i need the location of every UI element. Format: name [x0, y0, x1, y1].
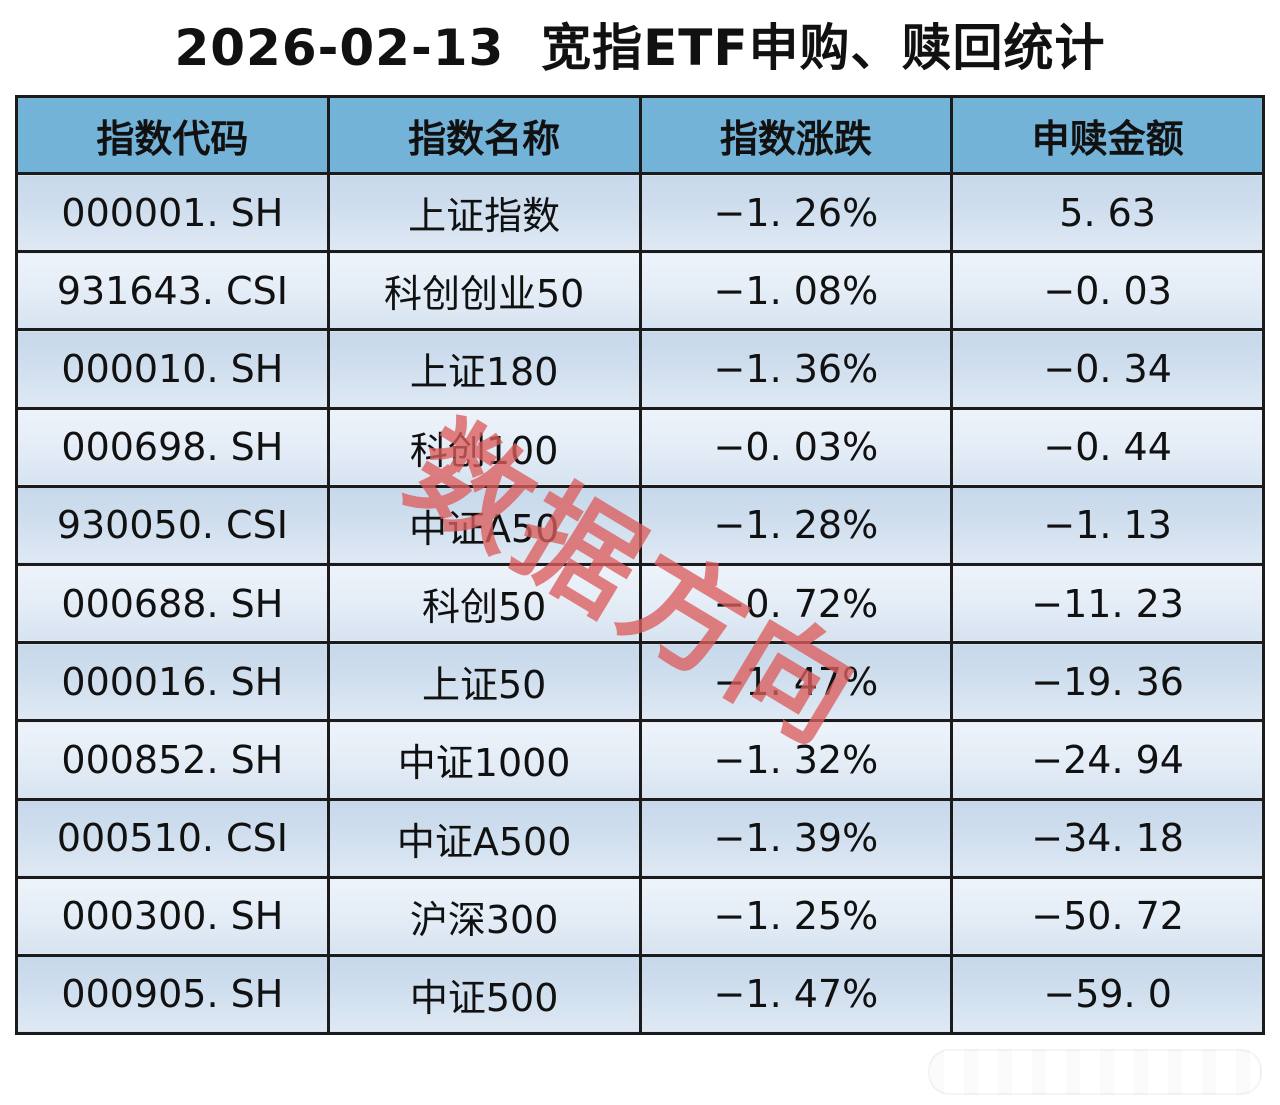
cell-index-change: −1. 26% [638, 171, 954, 254]
cell-index-name: 科创50 [326, 562, 642, 645]
table-row: 000001. SH 上证指数 −1. 26% 5. 63 [15, 171, 1265, 254]
cell-index-name: 科创创业50 [326, 250, 642, 332]
cell-amount: −19. 36 [950, 641, 1265, 723]
cell-index-change: −1. 25% [638, 875, 954, 957]
cell-index-code: 000010. SH [15, 328, 330, 410]
header-index-code: 指数代码 [15, 95, 330, 175]
table-row: 000300. SH 沪深300 −1. 25% −50. 72 [15, 875, 1265, 957]
cell-index-change: −1. 47% [638, 953, 954, 1036]
table-body: 000001. SH 上证指数 −1. 26% 5. 63 931643. CS… [15, 171, 1265, 1036]
table-row: 000510. CSI 中证A500 −1. 39% −34. 18 [15, 797, 1265, 879]
cell-amount: −59. 0 [950, 953, 1265, 1036]
table-row: 000852. SH 中证1000 −1. 32% −24. 94 [15, 719, 1265, 801]
cell-index-code: 000688. SH [15, 562, 330, 645]
table-row: 000698. SH 科创100 −0. 03% −0. 44 [15, 406, 1265, 488]
cell-index-change: −0. 03% [638, 406, 954, 488]
table-row: 000016. SH 上证50 −1. 47% −19. 36 [15, 641, 1265, 723]
cell-index-change: −1. 39% [638, 797, 954, 879]
table-row: 931643. CSI 科创创业50 −1. 08% −0. 03 [15, 250, 1265, 332]
cell-index-name: 中证500 [326, 953, 642, 1036]
cell-index-change: −1. 47% [638, 641, 954, 723]
header-amount: 申赎金额 [950, 95, 1265, 175]
header-index-change: 指数涨跌 [638, 95, 954, 175]
cell-amount: 5. 63 [950, 171, 1265, 254]
cell-amount: −24. 94 [950, 719, 1265, 801]
table-row: 000688. SH 科创50 −0. 72% −11. 23 [15, 562, 1265, 645]
etf-subscription-table: 指数代码 指数名称 指数涨跌 申赎金额 000001. SH 上证指数 −1. … [15, 95, 1265, 1036]
cell-amount: −34. 18 [950, 797, 1265, 879]
cell-index-code: 000016. SH [15, 641, 330, 723]
page-title: 2026-02-13 宽指ETF申购、赎回统计 [174, 19, 1106, 77]
cell-index-code: 000300. SH [15, 875, 330, 957]
cell-index-code: 000698. SH [15, 406, 330, 488]
cell-index-code: 000905. SH [15, 953, 330, 1036]
header-index-name: 指数名称 [326, 95, 642, 175]
cell-index-name: 上证50 [326, 641, 642, 723]
cell-index-name: 中证A50 [326, 484, 642, 566]
cell-amount: −0. 03 [950, 250, 1265, 332]
cell-index-change: −0. 72% [638, 562, 954, 645]
cell-index-code: 930050. CSI [15, 484, 330, 566]
cell-index-name: 上证指数 [326, 171, 642, 254]
cell-amount: −0. 34 [950, 328, 1265, 410]
cell-index-name: 沪深300 [326, 875, 642, 957]
cell-index-name: 中证1000 [326, 719, 642, 801]
cell-amount: −11. 23 [950, 562, 1265, 645]
table-header: 指数代码 指数名称 指数涨跌 申赎金额 [15, 95, 1265, 175]
table-row: 930050. CSI 中证A50 −1. 28% −1. 13 [15, 484, 1265, 566]
cell-amount: −50. 72 [950, 875, 1265, 957]
cell-index-name: 中证A500 [326, 797, 642, 879]
cell-index-name: 科创100 [326, 406, 642, 488]
header-row: 指数代码 指数名称 指数涨跌 申赎金额 [15, 95, 1265, 175]
cell-amount: −1. 13 [950, 484, 1265, 566]
cell-index-change: −1. 08% [638, 250, 954, 332]
table-row: 000010. SH 上证180 −1. 36% −0. 34 [15, 328, 1265, 410]
cell-index-code: 000852. SH [15, 719, 330, 801]
cell-index-code: 931643. CSI [15, 250, 330, 332]
cell-index-change: −1. 28% [638, 484, 954, 566]
cell-index-change: −1. 32% [638, 719, 954, 801]
cell-index-change: −1. 36% [638, 328, 954, 410]
table-row: 000905. SH 中证500 −1. 47% −59. 0 [15, 953, 1265, 1036]
cell-amount: −0. 44 [950, 406, 1265, 488]
faint-bottom-watermark [928, 1049, 1262, 1095]
cell-index-code: 000510. CSI [15, 797, 330, 879]
cell-index-code: 000001. SH [15, 171, 330, 254]
cell-index-name: 上证180 [326, 328, 642, 410]
